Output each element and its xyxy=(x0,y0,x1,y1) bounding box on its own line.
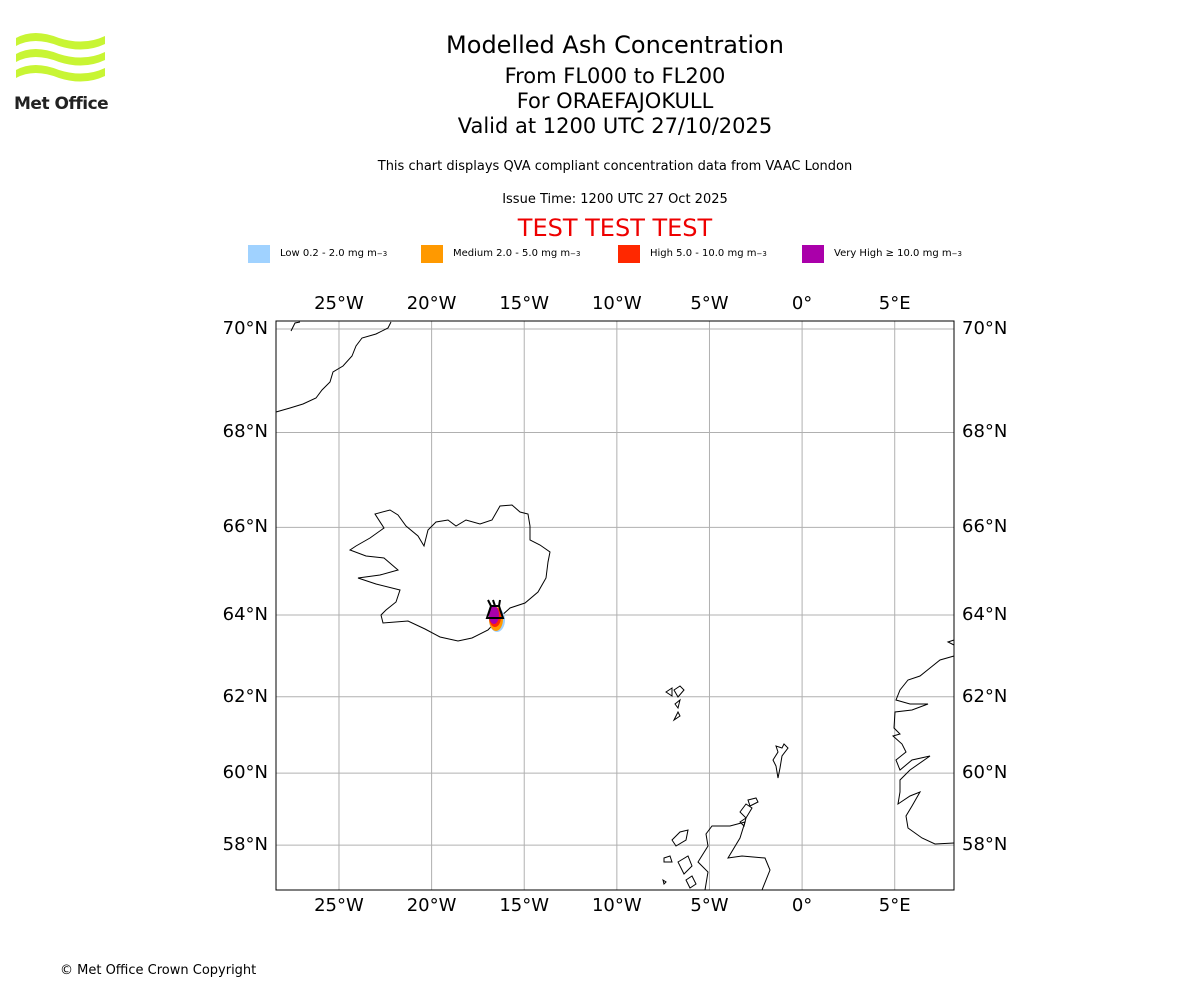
chart-subtitle: From FL000 to FL200 For ORAEFAJOKULL Val… xyxy=(0,64,1200,139)
coast-iceland xyxy=(348,504,551,642)
chart-title: Modelled Ash Concentration xyxy=(446,31,784,59)
lon-tick-label-bottom: 10°W xyxy=(591,895,642,916)
legend-label: Medium 2.0 - 5.0 mg m xyxy=(453,248,571,259)
lat-tick-label-right: 64°N xyxy=(962,604,1008,626)
lon-tick-label-top: 15°W xyxy=(499,293,550,314)
copyright: © Met Office Crown Copyright xyxy=(60,963,257,978)
lon-tick-label-top: 0° xyxy=(791,293,813,314)
lat-tick-label-right: 60°N xyxy=(962,762,1008,784)
legend-sup: −3 xyxy=(951,249,962,258)
coast-orkney xyxy=(739,797,759,827)
lat-tick-label-left: 70°N xyxy=(222,318,268,339)
map-frame xyxy=(275,320,955,891)
lon-tick-label-top: 5°E xyxy=(878,293,911,314)
legend-medium: Medium 2.0 - 5.0 mg m −3 xyxy=(421,244,580,263)
lon-tick-label-top: 10°W xyxy=(591,293,642,314)
lat-tick-label-right: 66°N xyxy=(962,516,1008,538)
coast-scotland xyxy=(697,821,771,891)
lat-tick-label-right: 70°N xyxy=(962,318,1008,339)
lon-tick-label-top: 5°W xyxy=(690,293,729,314)
legend-sup: −3 xyxy=(376,249,388,258)
lon-tick-label-bottom: 15°W xyxy=(499,895,550,916)
legend-high: High 5.0 - 10.0 mg m −3 xyxy=(618,244,767,263)
coast-greenland xyxy=(275,321,392,413)
lat-tick-label-left: 60°N xyxy=(222,762,268,784)
qva-note: This chart displays QVA compliant concen… xyxy=(377,159,853,174)
flight-levels: From FL000 to FL200 xyxy=(504,64,726,88)
coast-norway xyxy=(891,639,955,845)
legend-label: Very High ≥ 10.0 mg m xyxy=(834,248,952,259)
issue-time: Issue Time: 1200 UTC 27 Oct 2025 xyxy=(502,192,728,207)
legend-swatch xyxy=(248,244,270,263)
legend-sup: −3 xyxy=(756,249,767,258)
legend-swatch xyxy=(421,244,443,263)
coastlines xyxy=(275,321,955,891)
lat-tick-label-left: 68°N xyxy=(222,421,268,443)
lat-tick-label-left: 64°N xyxy=(222,604,268,626)
ash-plume xyxy=(485,599,505,632)
lon-tick-label-bottom: 20°W xyxy=(406,895,457,916)
lat-tick-label-right: 68°N xyxy=(962,421,1008,443)
logo-waves-icon xyxy=(16,33,105,82)
legend-sup: −3 xyxy=(570,249,581,258)
lat-tick-label-left: 62°N xyxy=(222,685,268,707)
lat-tick-label-left: 58°N xyxy=(222,834,268,856)
lat-tick-label-left: 66°N xyxy=(222,516,268,538)
coast-faroes xyxy=(665,685,685,722)
legend-very-high: Very High ≥ 10.0 mg m −3 xyxy=(802,244,962,263)
legend-label: Low 0.2 - 2.0 mg m xyxy=(280,248,377,259)
logo-text: Met Office xyxy=(14,94,109,114)
legend-swatch xyxy=(802,244,824,263)
legend-low: Low 0.2 - 2.0 mg m −3 xyxy=(248,244,387,263)
lon-tick-label-bottom: 5°W xyxy=(690,895,729,916)
volcano-name: For ORAEFAJOKULL xyxy=(516,89,714,113)
lat-tick-label-right: 62°N xyxy=(962,685,1008,707)
valid-time: Valid at 1200 UTC 27/10/2025 xyxy=(457,114,773,138)
legend-label: High 5.0 - 10.0 mg m xyxy=(650,248,757,259)
lon-tick-label-bottom: 0° xyxy=(791,895,813,916)
volcano-icon xyxy=(485,599,505,619)
lon-tick-label-top: 25°W xyxy=(314,293,364,314)
lon-tick-label-top: 20°W xyxy=(406,293,457,314)
met-office-logo: Met Office xyxy=(14,30,109,114)
lon-tick-label-bottom: 25°W xyxy=(314,895,364,916)
lon-tick-label-bottom: 5°E xyxy=(878,895,911,916)
coast-shetland xyxy=(772,743,789,779)
legend-swatch xyxy=(618,244,640,263)
test-banner: TEST TEST TEST xyxy=(517,214,713,242)
lat-tick-label-right: 58°N xyxy=(962,834,1008,856)
ash-very-high xyxy=(489,606,499,624)
coast-hebrides xyxy=(662,829,697,889)
